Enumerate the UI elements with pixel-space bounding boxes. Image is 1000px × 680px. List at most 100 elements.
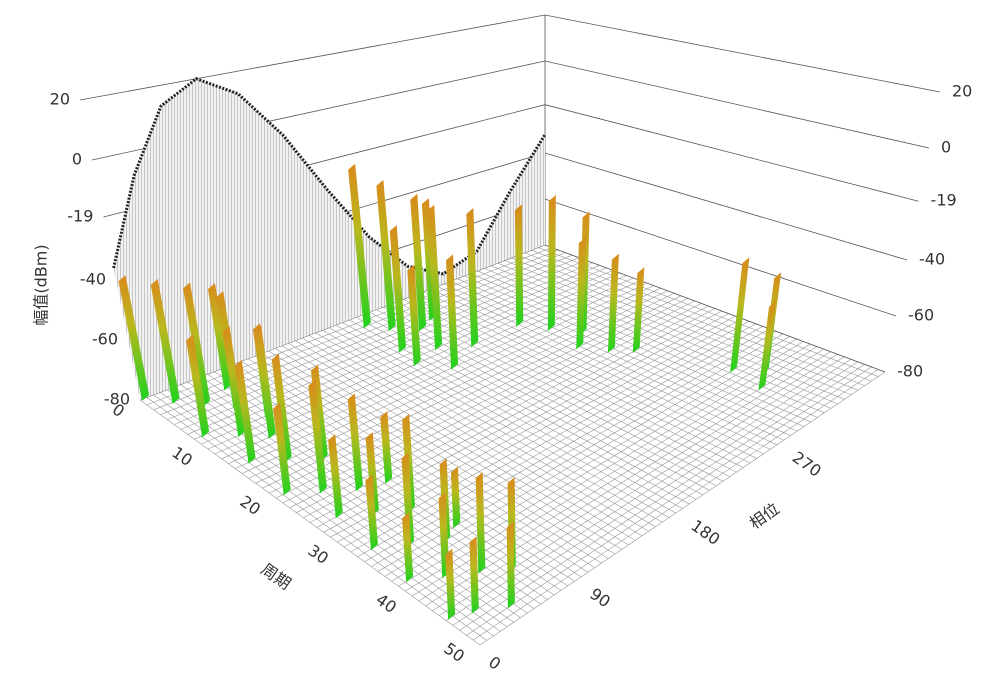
bar (401, 452, 415, 547)
bar (506, 521, 515, 609)
bar (222, 325, 246, 438)
floor-line (477, 270, 818, 418)
floor-line (470, 273, 811, 423)
floor-line (274, 348, 616, 555)
bar (271, 353, 292, 463)
floor-line (511, 257, 852, 396)
z-tick-label: -40 (919, 250, 945, 269)
bar (376, 179, 396, 332)
bar (150, 278, 180, 404)
floor-line (504, 260, 845, 400)
floor-line (207, 373, 548, 600)
y-axis-title: 相位 (746, 499, 783, 533)
z-tick-label: -40 (80, 270, 106, 289)
bars (118, 163, 782, 620)
bar (758, 300, 777, 391)
z-tick-label: 0 (941, 138, 951, 157)
floor-line (308, 335, 649, 532)
z-tick-label: 20 (50, 90, 70, 109)
y-tick-label: 180 (688, 516, 724, 549)
floor-line (538, 247, 879, 377)
floor-line (443, 283, 784, 441)
bar (466, 208, 479, 348)
x-tick-label: 30 (304, 541, 332, 568)
floor-line (531, 249, 872, 382)
floor-line (139, 399, 481, 646)
bar (118, 275, 150, 401)
bar (186, 334, 210, 438)
bar (445, 548, 456, 620)
bar (402, 512, 414, 583)
x-tick-label: 10 (168, 443, 196, 470)
bar (254, 325, 276, 439)
reference-area (113, 78, 545, 400)
z-axis-title: 幅值(dBm) (32, 244, 51, 325)
bar (514, 204, 524, 327)
floor-line (247, 358, 589, 573)
floor-line (153, 394, 494, 637)
floor-line (436, 286, 778, 446)
z-tick-label: -19 (931, 191, 957, 210)
floor-line (376, 309, 717, 487)
bar (328, 434, 343, 519)
floor-line (517, 255, 859, 391)
floor-line (160, 392, 501, 632)
bar (410, 193, 427, 332)
bar (183, 282, 211, 407)
bar (308, 379, 327, 494)
floor-line (457, 278, 798, 432)
floor-line (281, 345, 622, 550)
bar (234, 359, 256, 464)
reference-line (112, 77, 547, 276)
y-tick-label: 270 (789, 448, 825, 481)
floor-line (349, 319, 690, 505)
z-tick-label: -80 (104, 390, 130, 409)
floor-line (315, 332, 656, 527)
floor-line (335, 324, 676, 514)
x-tick-label: 50 (440, 639, 468, 666)
bar (207, 283, 232, 391)
floor-line (403, 298, 744, 468)
floor-line (173, 386, 514, 623)
bar (427, 204, 443, 351)
floor-line (342, 322, 683, 509)
floor-line (430, 288, 771, 450)
reference-surface (112, 77, 547, 400)
y-tick-label: 90 (586, 584, 614, 611)
z-tick-label: 0 (72, 150, 82, 169)
bar (445, 254, 459, 370)
z-tick-label: -19 (67, 207, 93, 226)
bar (365, 474, 378, 551)
bar (576, 237, 586, 350)
bar (365, 432, 379, 516)
z-tick-label: -60 (92, 330, 118, 349)
floor-line (301, 337, 643, 537)
bar (450, 466, 461, 529)
y-tick-label: 0 (485, 652, 504, 673)
bar (348, 163, 371, 329)
floor-line (409, 296, 751, 464)
bar (273, 402, 291, 496)
floor-line (389, 304, 730, 477)
z-tick-label: -80 (897, 362, 923, 381)
bar (632, 267, 645, 354)
x-tick-label: 20 (236, 492, 264, 519)
z-tick-label: -60 (908, 306, 934, 325)
floor-line (369, 311, 710, 491)
floor-line (484, 267, 825, 414)
floor-line (295, 340, 636, 541)
bar (547, 195, 556, 332)
floor-line (382, 306, 724, 482)
floor-line (288, 342, 629, 546)
bar (475, 472, 486, 574)
x-axis-title: 周期 (257, 559, 294, 593)
bar (730, 257, 750, 373)
floor-line (423, 291, 764, 455)
bar (469, 536, 479, 614)
x-tick-label: 40 (372, 590, 400, 617)
z-tick-label: 20 (952, 82, 972, 101)
floor-line (450, 280, 791, 436)
bar (389, 225, 407, 353)
